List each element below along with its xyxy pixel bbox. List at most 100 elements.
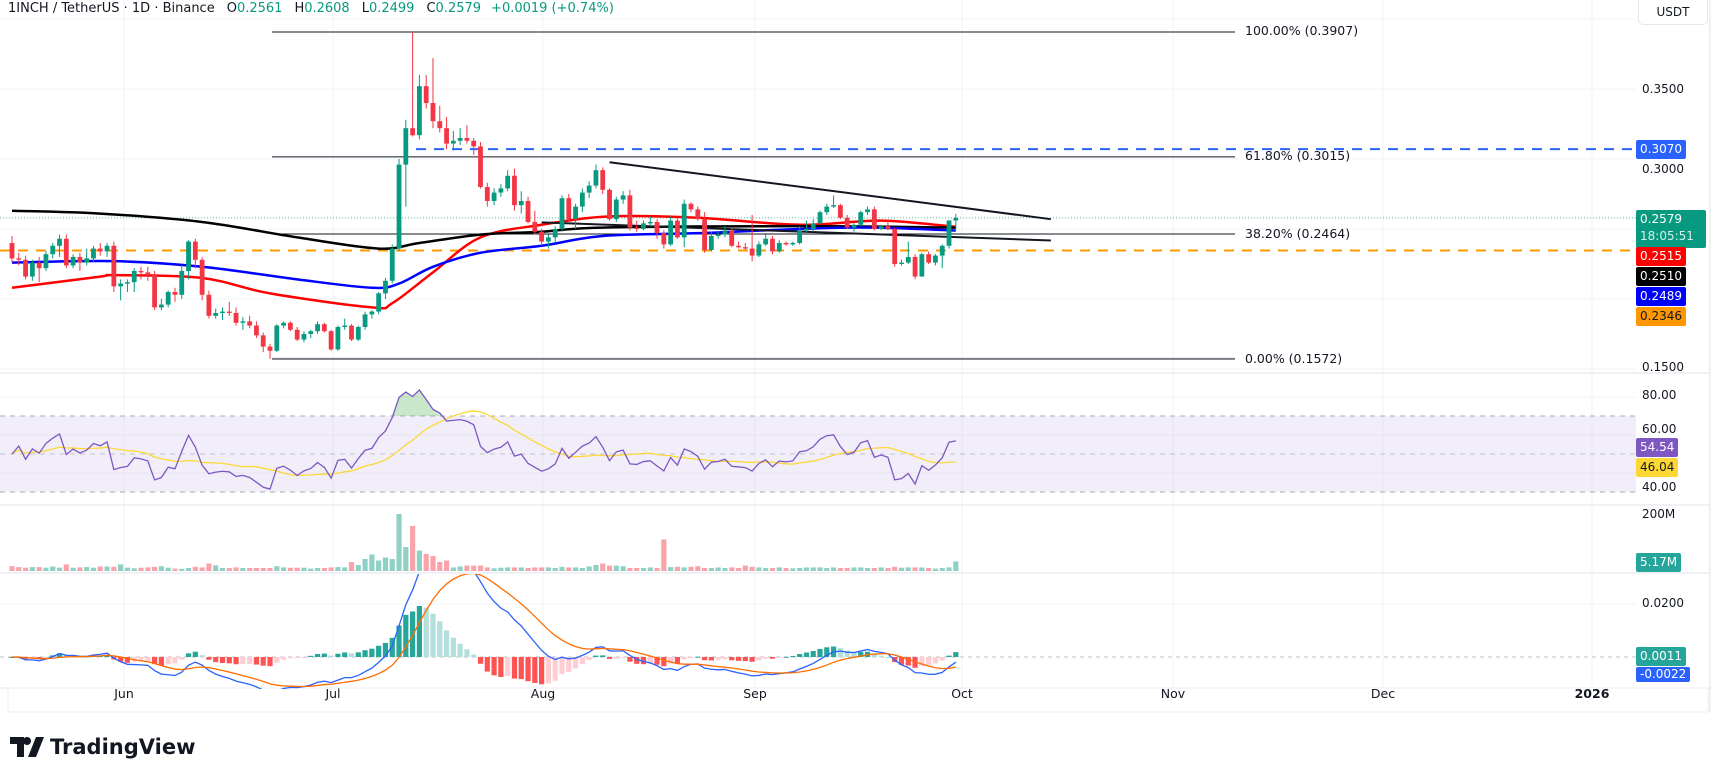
candle [104,242,110,257]
moving-average-line [11,226,956,290]
candle [715,231,721,239]
volume-bar [640,568,647,571]
candle [939,244,945,269]
low-label: L [361,1,369,16]
open-value: 0.2561 [236,1,283,16]
volume-bar [369,554,375,571]
macd-histogram-bar [769,657,776,659]
macd-histogram-bar [376,645,382,657]
volume-bar [403,547,409,571]
candle [376,291,382,315]
bar-countdown: 18:05:51 [1640,229,1694,243]
candle [905,241,911,264]
currency-button[interactable]: USDT [1638,0,1708,25]
volume-bar [668,567,674,571]
candle [783,241,789,246]
time-tick: Dec [1370,686,1396,701]
macd-histogram-bar [213,657,219,663]
candle-body [145,272,151,276]
candle-body [36,262,42,269]
candle [844,214,850,229]
candle-body [97,248,103,252]
candle-body [247,321,253,326]
candle [226,301,232,316]
volume-bar [376,560,382,571]
candle-body [342,325,348,327]
high-label: H [294,1,305,16]
candle-body [165,291,171,305]
macd-histogram-bar [335,653,341,657]
candle [294,326,300,341]
volume-bar [905,567,911,571]
candle-body [478,146,483,187]
volume-bar [600,563,606,571]
candle [505,170,511,192]
macd-histogram-bar [233,657,239,665]
macd-histogram-bar [328,655,334,657]
volume-bar [145,567,151,571]
macd-histogram-bar [566,657,572,673]
macd-histogram-bar [559,657,565,675]
candle-body [9,242,15,259]
candle [824,203,830,215]
macd-histogram-bar [471,654,477,657]
volume-bar [620,566,626,571]
macd-histogram-bar [423,607,429,657]
macd-histogram-bar [627,657,633,662]
volume-bar [70,567,76,571]
candle-body [179,270,185,295]
symbol-title[interactable]: 1INCH / TetherUS · 1D · Binance [8,1,215,16]
macd-histogram-bar [287,657,293,659]
candle [797,226,803,245]
volume-bar [552,568,558,571]
candle-body [831,205,836,207]
macd-histogram-bar [457,643,463,657]
volume-bar [932,568,939,571]
volume-bar [729,567,735,571]
candle [403,119,409,207]
candle-body [797,230,803,243]
volume-bar [172,568,178,571]
volume-bar [206,563,212,571]
fib-label-0: 0.00% (0.1572) [1245,351,1343,366]
tradingview-logo[interactable]: TradingView [10,735,195,759]
candle [172,287,178,302]
candle-body [362,314,368,327]
macd-histogram-bar [586,657,592,661]
candle [532,210,538,235]
macd-histogram-bar [919,657,925,666]
volume-bar [878,567,884,571]
candle [152,270,157,311]
candle [566,193,572,222]
candle [50,242,56,259]
candle [36,256,42,283]
rsi-tick: 40.00 [1642,480,1677,494]
macd-histogram-bar [681,657,687,660]
macd-histogram-bar [450,637,456,657]
macd-histogram-bar [437,621,443,657]
candle-body [539,231,545,242]
macd-histogram-bar [396,625,402,657]
candle [770,235,775,255]
macd-histogram-bar [640,657,647,665]
candle [165,290,171,308]
candle-body [29,262,35,277]
volume-bar [410,526,416,571]
candle-body [450,140,456,144]
candle-body [111,245,117,287]
volume-bar [498,567,504,571]
volume-bar [36,567,42,571]
macd-histogram-bar [226,657,232,664]
moving-average-line [11,209,956,250]
candle-body [349,325,354,340]
candle [919,252,925,277]
macd-histogram-bar [688,657,694,658]
candle [91,245,96,263]
macd-histogram-bar [926,657,932,666]
candle-body [84,258,90,263]
candle-body [675,220,680,238]
candle [518,191,524,214]
candle [342,318,348,330]
macd-histogram-bar [824,647,830,657]
